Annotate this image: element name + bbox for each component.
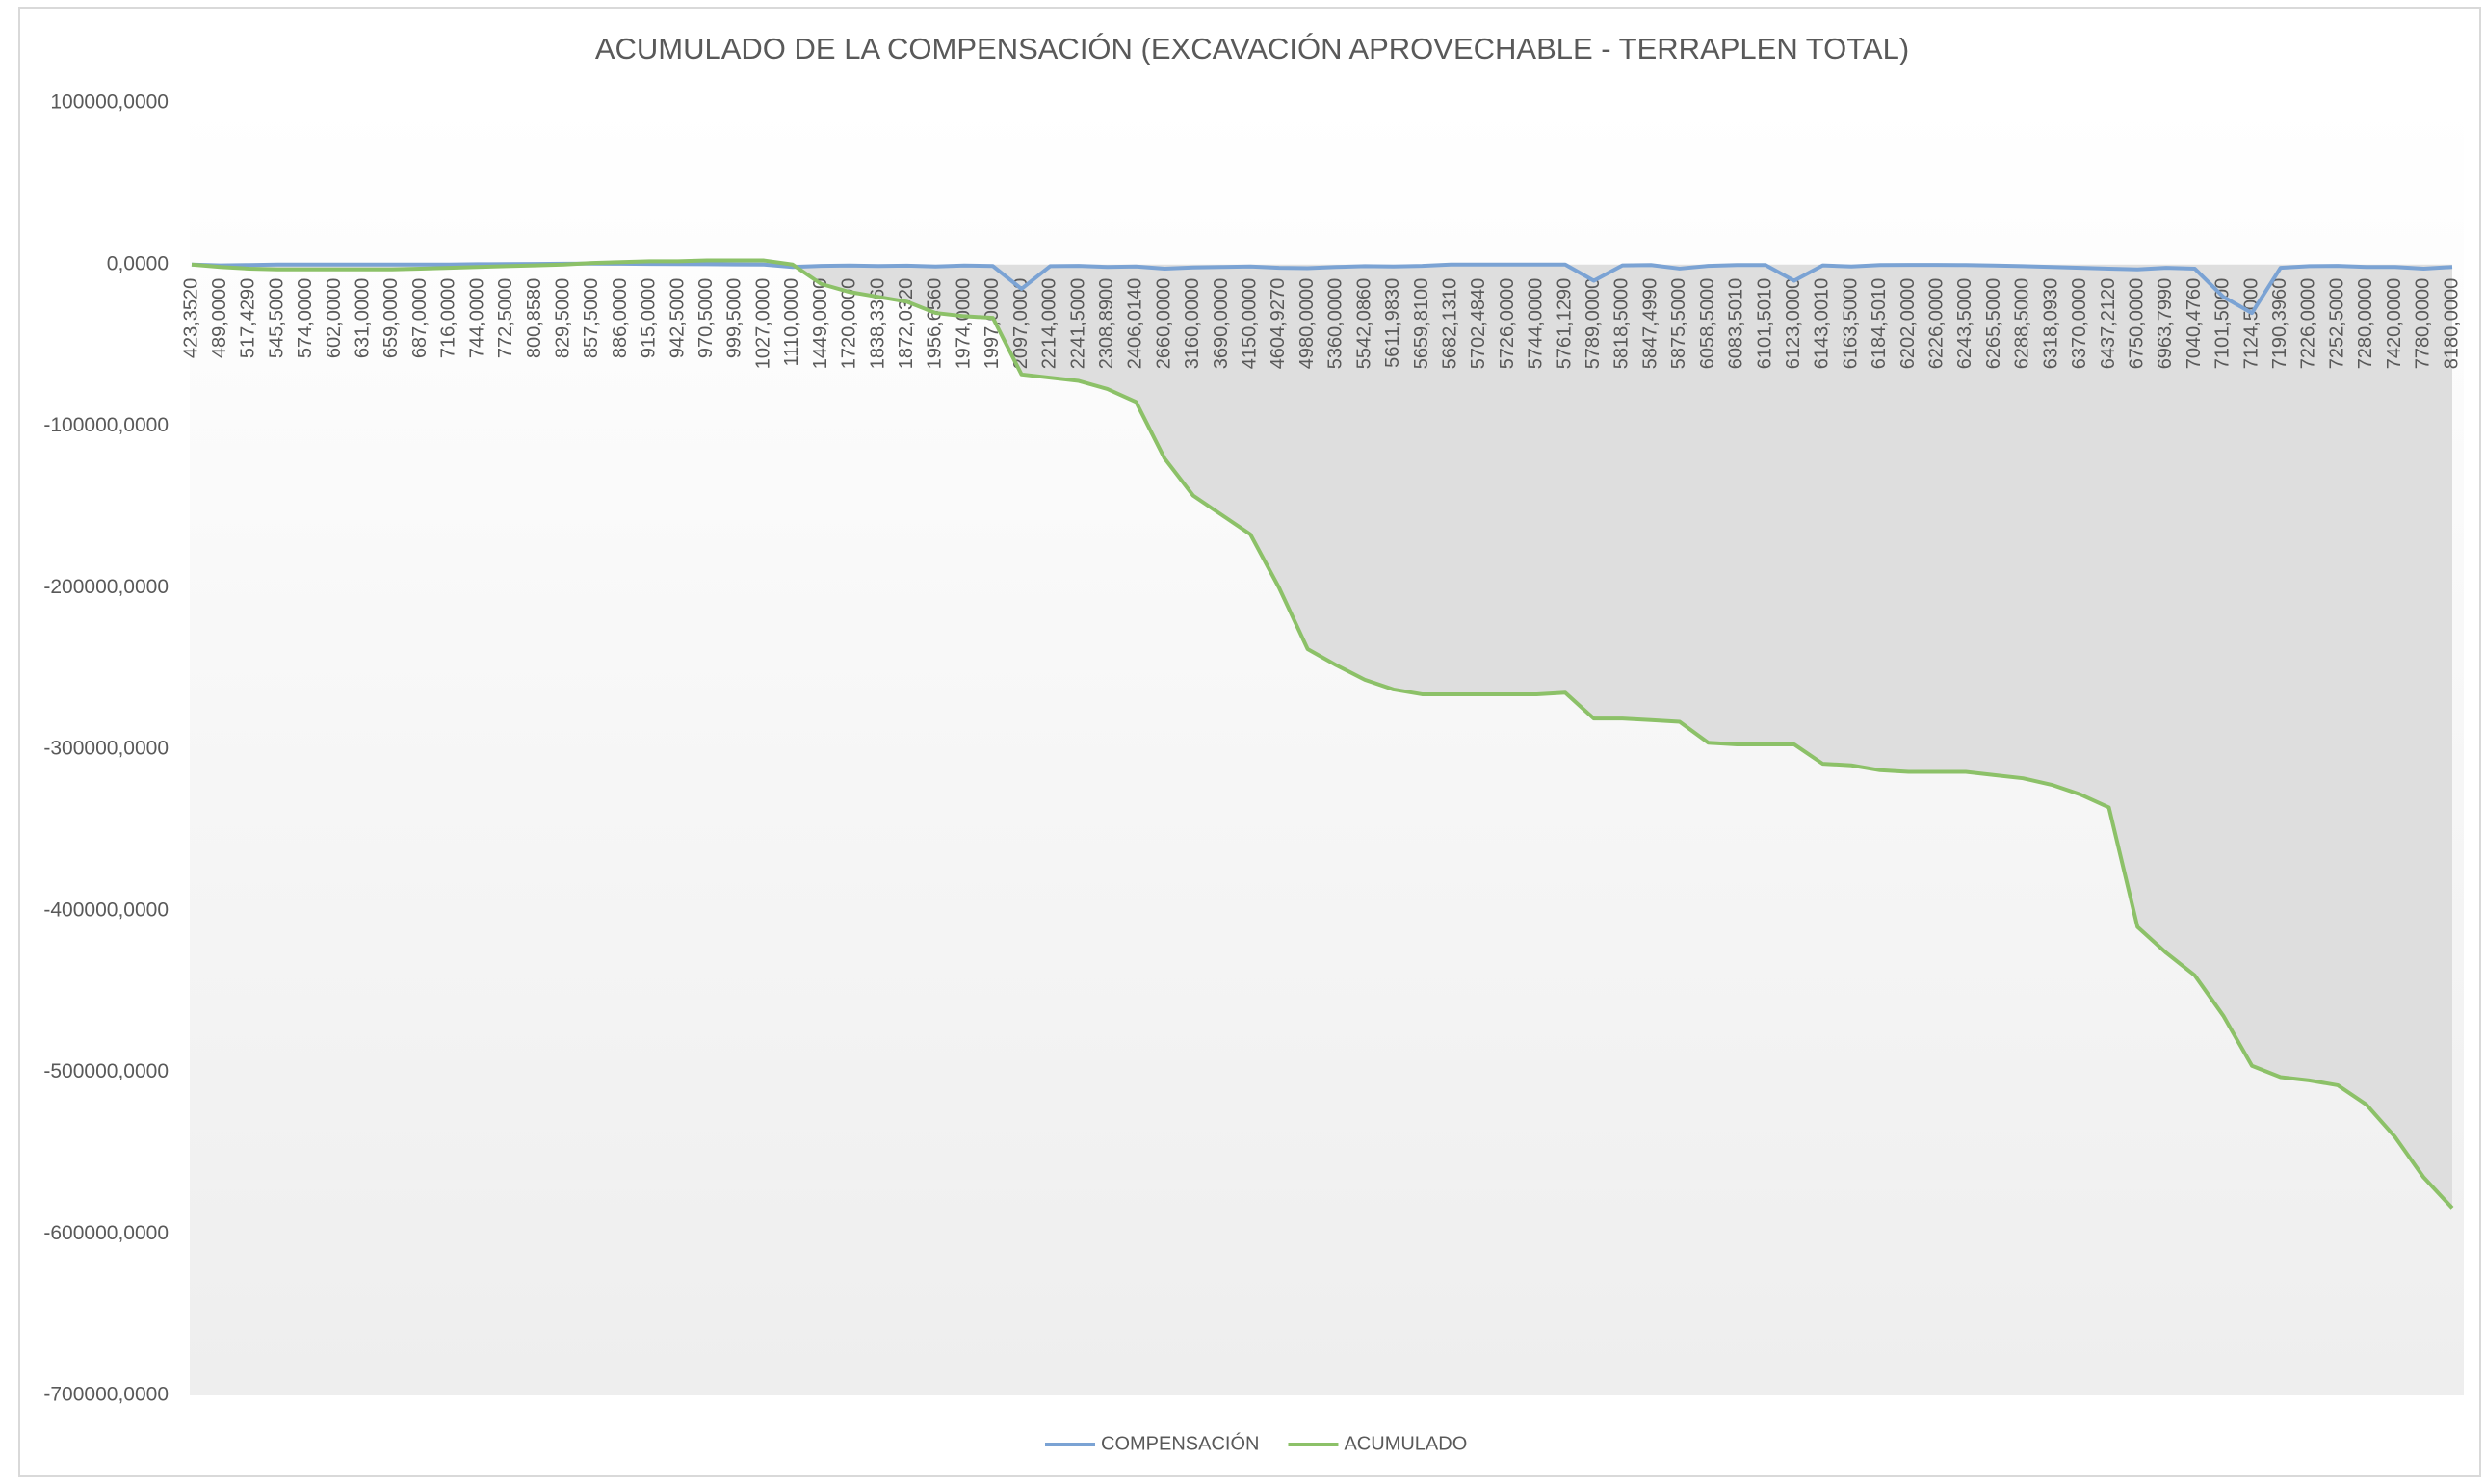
accumulated-area — [192, 260, 2452, 1209]
x-tick-label: 6083,5010 — [1726, 278, 1747, 370]
y-tick-label: -500000,0000 — [43, 1060, 169, 1082]
x-tick-label: 5818,5000 — [1611, 278, 1633, 370]
x-tick-label: 2406,0140 — [1125, 278, 1146, 370]
x-tick-label: 3160,0000 — [1182, 278, 1203, 370]
x-tick-label: 2214,0000 — [1039, 278, 1060, 370]
x-tick-label: 6437,2120 — [2098, 278, 2119, 370]
x-tick-label: 6202,0000 — [1897, 278, 1919, 370]
x-tick-label: 6058,5000 — [1697, 278, 1718, 370]
x-tick-label: 6288,5000 — [2012, 278, 2033, 370]
x-tick-label: 602,0000 — [324, 278, 345, 358]
x-tick-label: 1449,0000 — [810, 278, 831, 370]
chart-title: ACUMULADO DE LA COMPENSACIÓN (EXCAVACIÓN… — [595, 32, 1909, 65]
x-tick-label: 5875,5000 — [1668, 278, 1689, 370]
x-tick-label: 8180,0000 — [2441, 278, 2462, 370]
x-tick-label: 3690,0000 — [1211, 278, 1232, 370]
x-tick-label: 7780,0000 — [2413, 278, 2434, 370]
x-tick-label: 1974,0000 — [953, 278, 974, 370]
y-tick-label: -200000,0000 — [43, 576, 169, 598]
x-tick-label: 6750,0000 — [2126, 278, 2147, 370]
x-tick-label: 5542,0860 — [1353, 278, 1374, 370]
x-tick-label: 631,0000 — [353, 278, 374, 358]
x-tick-label: 2308,8900 — [1096, 278, 1117, 370]
x-tick-label: 574,0000 — [295, 278, 316, 358]
x-tick-label: 6318,0930 — [2040, 278, 2061, 370]
y-tick-label: -300000,0000 — [43, 738, 169, 760]
x-tick-label: 1872,0320 — [896, 278, 917, 370]
x-tick-label: 5789,0000 — [1583, 278, 1604, 370]
x-tick-label: 6226,0000 — [1926, 278, 1948, 370]
x-tick-label: 1720,0000 — [839, 278, 860, 370]
x-tick-label: 2097,0000 — [1010, 278, 1032, 370]
y-tick-label: 0,0000 — [107, 252, 169, 274]
x-tick-label: 6265,5000 — [1983, 278, 2004, 370]
x-tick-label: 5847,4990 — [1639, 278, 1661, 370]
x-tick-label: 4980,0000 — [1296, 278, 1318, 370]
x-tick-label: 5360,0000 — [1325, 278, 1347, 370]
x-tick-label: 915,0000 — [639, 278, 660, 358]
x-tick-label: 5702,4840 — [1468, 278, 1489, 370]
x-tick-label: 7420,0000 — [2384, 278, 2405, 370]
x-tick-label: 7190,3960 — [2269, 278, 2290, 370]
x-tick-label: 7280,0000 — [2355, 278, 2376, 370]
y-tick-label: -700000,0000 — [43, 1384, 169, 1406]
x-tick-label: 6143,0010 — [1812, 278, 1833, 370]
x-tick-label: 489,0000 — [209, 278, 230, 358]
x-tick-label: 1956,6560 — [925, 278, 946, 370]
x-tick-label: 716,0000 — [438, 278, 459, 358]
x-tick-label: 2241,5000 — [1067, 278, 1088, 370]
x-tick-label: 423,3520 — [180, 278, 201, 358]
x-tick-label: 5726,0000 — [1497, 278, 1518, 370]
legend-label: COMPENSACIÓN — [1101, 1432, 1259, 1454]
x-tick-label: 1027,0000 — [752, 278, 773, 370]
x-tick-label: 7226,0000 — [2298, 278, 2319, 370]
x-tick-label: 7040,4760 — [2184, 278, 2205, 370]
y-tick-label: -600000,0000 — [43, 1222, 169, 1244]
legend-label: ACUMULADO — [1344, 1433, 1467, 1454]
x-tick-label: 5659,8100 — [1411, 278, 1432, 370]
x-tick-label: 886,0000 — [610, 278, 631, 358]
x-tick-label: 772,5000 — [495, 278, 516, 358]
x-tick-label: 4150,0000 — [1240, 278, 1261, 370]
x-tick-label: 5682,1310 — [1439, 278, 1460, 370]
x-tick-label: 6163,5000 — [1840, 278, 1861, 370]
x-tick-label: 5611,9830 — [1382, 278, 1403, 368]
x-tick-label: 6123,0000 — [1783, 278, 1804, 370]
x-tick-label: 6370,0000 — [2069, 278, 2090, 370]
x-tick-label: 829,5000 — [552, 278, 573, 358]
y-tick-label: -400000,0000 — [43, 898, 169, 921]
x-tick-label: 6243,5000 — [1954, 278, 1975, 370]
x-tick-label: 5761,1290 — [1554, 278, 1575, 370]
x-tick-label: 6963,7990 — [2155, 278, 2176, 370]
x-tick-label: 7252,5000 — [2326, 278, 2347, 370]
x-tick-label: 999,5000 — [724, 278, 746, 358]
x-tick-label: 744,0000 — [466, 278, 487, 358]
x-tick-label: 6101,5010 — [1754, 278, 1775, 370]
x-tick-label: 942,5000 — [667, 278, 688, 358]
x-tick-label: 659,0000 — [380, 278, 402, 358]
x-tick-label: 857,5000 — [581, 278, 602, 358]
y-tick-label: 100000,0000 — [50, 91, 169, 114]
x-tick-label: 4604,9270 — [1268, 278, 1289, 370]
x-tick-label: 545,5000 — [266, 278, 287, 358]
x-tick-label: 1110,0000 — [781, 278, 802, 367]
x-tick-label: 970,5000 — [695, 278, 717, 358]
x-tick-label: 687,0000 — [409, 278, 431, 358]
x-tick-label: 2660,0000 — [1153, 278, 1174, 370]
y-tick-label: -100000,0000 — [43, 414, 169, 436]
x-tick-label: 1997,0000 — [981, 278, 1003, 370]
x-tick-label: 7124,5000 — [2240, 278, 2262, 370]
x-tick-label: 5744,0000 — [1526, 278, 1547, 370]
x-tick-label: 6184,5010 — [1869, 278, 1890, 370]
series-line — [191, 258, 2454, 1210]
x-tick-label: 7101,5000 — [2212, 278, 2234, 370]
x-tick-label: 800,8580 — [524, 278, 545, 358]
x-tick-label: 1838,3360 — [867, 278, 888, 370]
x-tick-label: 517,4290 — [238, 278, 259, 358]
